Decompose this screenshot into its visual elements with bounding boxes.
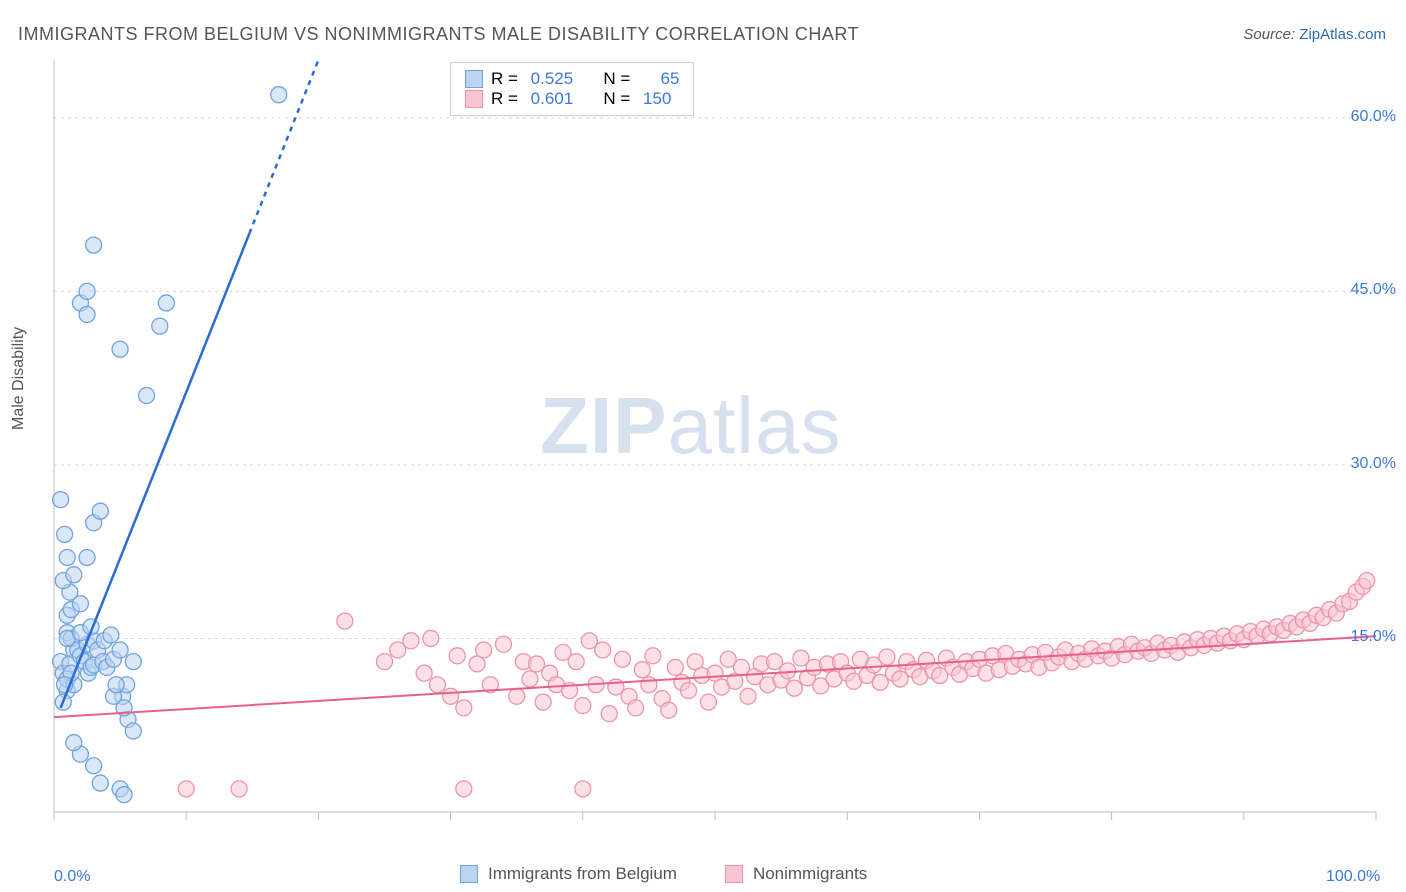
y-tick-label: 45.0% — [1351, 281, 1396, 299]
n-value-series2: 150 — [643, 89, 671, 109]
y-tick-label: 30.0% — [1351, 455, 1396, 473]
r-label: R = — [491, 69, 523, 89]
r-label: R = — [491, 89, 523, 109]
swatch-series2-icon — [725, 865, 743, 883]
scatter-plot — [50, 60, 1386, 830]
series-legend: Immigrants from Belgium Nonimmigrants — [460, 864, 867, 884]
x-tick-label: 0.0% — [54, 868, 90, 886]
legend-row-series2: R = 0.601 N = 150 — [465, 89, 679, 109]
n-label: N = — [603, 89, 635, 109]
legend-label-series2: Nonimmigrants — [753, 864, 867, 884]
r-value-series1: 0.525 — [531, 69, 574, 89]
n-value-series1: 65 — [660, 69, 679, 89]
y-axis-label: Male Disability — [10, 327, 28, 430]
legend-label-series1: Immigrants from Belgium — [488, 864, 677, 884]
source-link[interactable]: ZipAtlas.com — [1299, 26, 1386, 43]
n-label: N = — [603, 69, 635, 89]
chart-title: IMMIGRANTS FROM BELGIUM VS NONIMMIGRANTS… — [18, 24, 859, 45]
source-label: Source: — [1243, 26, 1299, 43]
legend-item-series1: Immigrants from Belgium — [460, 864, 677, 884]
r-value-series2: 0.601 — [531, 89, 574, 109]
swatch-series2 — [465, 90, 483, 108]
y-tick-label: 60.0% — [1351, 108, 1396, 126]
legend-row-series1: R = 0.525 N = 65 — [465, 69, 679, 89]
correlation-legend: R = 0.525 N = 65 R = 0.601 N = 150 — [450, 62, 694, 116]
swatch-series1-icon — [460, 865, 478, 883]
source-attribution: Source: ZipAtlas.com — [1243, 26, 1386, 43]
x-tick-label: 100.0% — [1326, 868, 1380, 886]
legend-item-series2: Nonimmigrants — [725, 864, 867, 884]
swatch-series1 — [465, 70, 483, 88]
y-tick-label: 15.0% — [1351, 628, 1396, 646]
